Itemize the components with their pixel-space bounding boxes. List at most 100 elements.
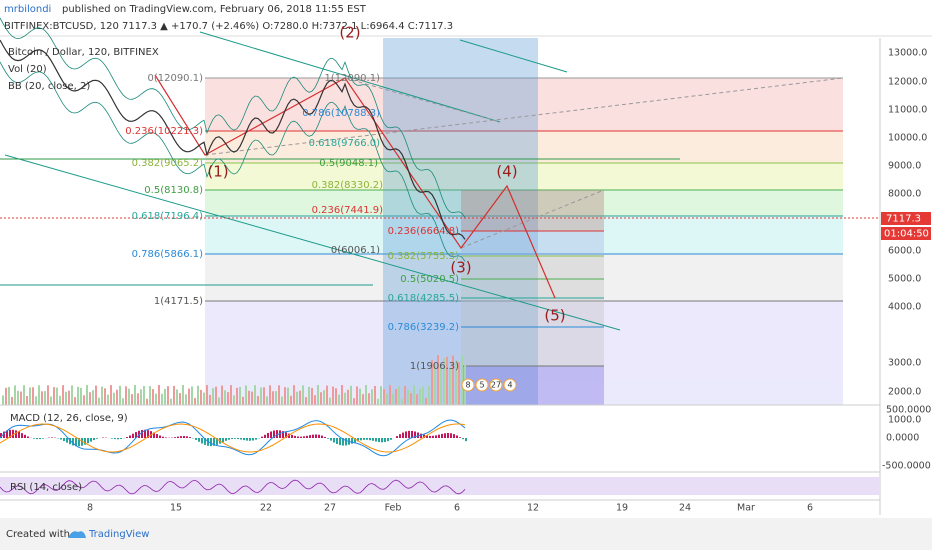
legend-volume: Vol (20) [8,64,47,75]
macd-hist [186,436,188,438]
volume-bar [422,386,424,405]
footer-created: Created with [6,529,70,540]
macd-hist [402,433,404,438]
volume-bar [362,394,364,405]
volume-bar [389,385,391,405]
macd-hist [465,438,467,441]
time-tick: Feb [385,503,402,514]
volume-bar [2,395,4,405]
macd-hist [333,438,335,442]
volume-bar [428,386,430,405]
macd-hist [336,438,338,444]
volume-bar [194,398,196,405]
macd-hist [21,433,23,438]
macd-hist [447,433,449,438]
macd-hist [195,438,197,440]
time-tick: Mar [737,503,755,514]
time-tick: 6 [454,503,460,514]
fib-label: 0.382(9065.2) [132,158,204,169]
fib-label: 0.382(5755.3) [388,251,460,262]
volume-bar [176,389,178,405]
volume-bar [449,368,451,405]
macd-hist [462,438,464,439]
macd-hist [234,438,236,439]
volume-bar [233,395,235,405]
time-tick: 12 [527,503,539,514]
volume-bar [425,398,427,405]
macd-hist [384,438,386,442]
macd-hist [261,437,263,438]
macd-label: MACD (12, 26, close, 9) [10,413,128,424]
volume-bar [200,390,202,405]
price-tick: 13000.0 [888,48,927,59]
volume-bar [113,393,115,405]
volume-bar [260,387,262,405]
fib-label: 0(6006.1) [331,245,380,256]
macd-tick: 500.0000 [886,405,931,416]
volume-bar [323,390,325,405]
volume-bar [119,386,121,405]
price-tick: 4000.0 [888,302,921,313]
macd-hist [72,438,74,445]
volume-bar [416,394,418,405]
volume-bar [230,385,232,405]
fib-label: 0.5(9048.1) [319,158,378,169]
fib-label: 0.236(10221.3) [125,126,203,137]
volume-bar [8,387,10,405]
volume-bar [371,389,373,405]
volume-bar [20,392,22,405]
macd-hist [141,430,143,438]
macd-hist [432,436,434,438]
macd-hist [27,436,29,438]
macd-hist [369,438,371,440]
countdown: 01:04:50 [884,229,929,240]
volume-bar [146,399,148,405]
volume-bar [179,393,181,405]
volume-bar [173,386,175,405]
macd-hist [51,437,53,438]
macd-hist [315,434,317,438]
volume-bar [257,396,259,405]
badge-label: 8 [465,381,470,390]
volume-bar [143,386,145,405]
author[interactable]: mrbilondi [4,4,51,15]
volume-bar [185,394,187,405]
footer-brand[interactable]: TradingView [88,529,149,540]
macd-hist [303,436,305,438]
volume-bar [122,398,124,405]
volume-bar [329,398,331,405]
volume-bar [239,387,241,405]
volume-bar [47,385,49,405]
volume-bar [287,388,289,405]
volume-bar [23,385,25,405]
macd-hist [444,433,446,438]
volume-bar [170,399,172,405]
macd-hist [378,438,380,442]
macd-hist [18,432,20,438]
macd-hist [210,438,212,446]
volume-bar [248,391,250,405]
macd-hist [198,438,200,442]
published: published on TradingView.com, February 0… [62,4,367,15]
volume-bar [203,393,205,405]
volume-bar [392,394,394,405]
price-tick: 5000.0 [888,274,921,285]
macd-hist [174,437,176,438]
macd-hist [294,436,296,438]
volume-bar [374,386,376,405]
volume-bar [221,386,223,405]
volume-bar [131,394,133,405]
fib-label: 0.786(5866.1) [132,249,204,260]
macd-hist [246,438,248,441]
volume-bar [386,394,388,405]
macd-hist [243,438,245,440]
time-tick: 27 [324,503,336,514]
volume-bar [344,393,346,405]
macd-hist [450,433,452,438]
macd-hist [387,438,389,441]
volume-bar [149,386,151,405]
macd-hist [33,438,35,439]
volume-bar [347,390,349,405]
volume-bar [263,387,265,405]
